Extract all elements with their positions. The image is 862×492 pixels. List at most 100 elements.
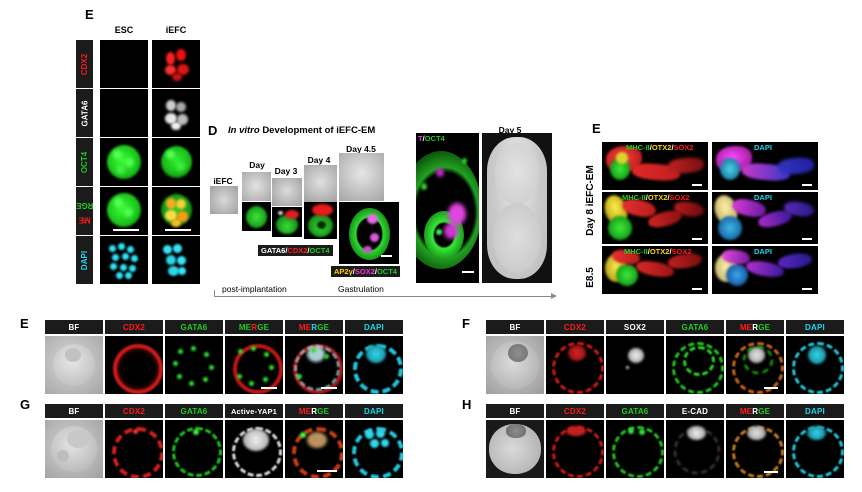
blastocyst-e-cad-H bbox=[666, 420, 724, 478]
column-header-esc: ESC bbox=[114, 25, 134, 35]
scale-bar bbox=[165, 229, 191, 231]
blastocyst-merge1-E bbox=[225, 336, 283, 394]
row-label-cdx2: CDX2 bbox=[76, 40, 93, 88]
if-day4 bbox=[304, 202, 337, 239]
header-merge1-E: MERGE bbox=[225, 320, 283, 334]
blastocyst-active-yap1-G bbox=[225, 420, 283, 478]
blastocyst-gata6-E bbox=[165, 336, 223, 394]
stage-label-day3: Day 3 bbox=[274, 166, 298, 176]
blastocyst-dapi-E bbox=[345, 336, 403, 394]
row-label-dapi: DAPI bbox=[76, 236, 93, 284]
embryo-dapi-row1: DAPI bbox=[712, 142, 818, 190]
micrograph-esc-dapi bbox=[100, 236, 148, 284]
embryo-marker-row1: MHC-II/OTX2/SOX2 bbox=[602, 142, 708, 190]
embryo-marker-row3: MHC-II/OTX2/SOX2 bbox=[602, 246, 708, 294]
header-bf-F: BF bbox=[486, 320, 544, 334]
axis-label-gastrulation: Gastrulation bbox=[338, 284, 384, 294]
blastocyst-dapi-H bbox=[786, 420, 844, 478]
bf-day5 bbox=[482, 133, 552, 283]
panel-letter-D: D bbox=[208, 123, 218, 138]
blastocyst-bf-E bbox=[45, 336, 103, 394]
micrograph-esc-gata6 bbox=[100, 89, 148, 137]
header-bf-G: BF bbox=[45, 404, 103, 418]
scale-bar bbox=[113, 229, 139, 231]
blastocyst-dapi-F bbox=[786, 336, 844, 394]
stage-label-day4-5: Day 4.5 bbox=[346, 144, 376, 154]
blastocyst-merge2-E bbox=[285, 336, 343, 394]
blastocyst-merge-F bbox=[726, 336, 784, 394]
timeline-arrowhead bbox=[551, 293, 557, 299]
marker-label-row3: MHC-II/OTX2/SOX2 bbox=[624, 247, 692, 256]
header-gata6-F: GATA6 bbox=[666, 320, 724, 334]
row-label-oct4: OCT4 bbox=[76, 138, 93, 186]
micrograph-iefc-oct4 bbox=[152, 138, 200, 186]
legend-gata6-cdx2-oct4: GATA6/CDX2/OCT4 bbox=[258, 245, 333, 256]
panel-letter-F: F bbox=[462, 316, 470, 331]
timeline-axis bbox=[214, 296, 552, 297]
header-dapi-H: DAPI bbox=[786, 404, 844, 418]
header-cdx2-E: CDX2 bbox=[105, 320, 163, 334]
row-label-e8-5: E8.5 bbox=[584, 266, 596, 288]
blastocyst-cdx2-H bbox=[546, 420, 604, 478]
blastocyst-bf-G bbox=[45, 420, 103, 478]
header-cdx2-F: CDX2 bbox=[546, 320, 604, 334]
header-merge-F: MERGE bbox=[726, 320, 784, 334]
micrograph-iefc-cdx2 bbox=[152, 40, 200, 88]
if-day1-5 bbox=[242, 202, 271, 231]
panel-letter-E-right: E bbox=[592, 121, 601, 136]
header-active-yap1-G: Active-YAP1 bbox=[225, 404, 283, 418]
micrograph-esc-cdx2 bbox=[100, 40, 148, 88]
embryo-dapi-row3: DAPI bbox=[712, 246, 818, 294]
panel-D-title-rest: Development of iEFC-EM bbox=[262, 125, 376, 136]
blastocyst-cdx2-F bbox=[546, 336, 604, 394]
dapi-label-row3: DAPI bbox=[754, 247, 772, 256]
row-label-day8-iefc-em: Day 8 iEFC-EM bbox=[584, 164, 596, 236]
micrograph-esc-merge bbox=[100, 187, 148, 235]
axis-label-post-implantation: post-implantation bbox=[222, 284, 287, 294]
micrograph-iefc-gata6 bbox=[152, 89, 200, 137]
panel-letter-E-top: E bbox=[85, 7, 94, 22]
embryo-dapi-row2: DAPI bbox=[712, 192, 818, 244]
dapi-label-row2: DAPI bbox=[754, 193, 772, 202]
panel-D-title: In vitro Development of iEFC-EM bbox=[228, 125, 375, 136]
bf-day4 bbox=[304, 165, 337, 202]
micrograph-iefc-dapi bbox=[152, 236, 200, 284]
header-cdx2-H: CDX2 bbox=[546, 404, 604, 418]
header-dapi-F: DAPI bbox=[786, 320, 844, 334]
blastocyst-merge-G bbox=[285, 420, 343, 478]
header-sox2-F: SOX2 bbox=[606, 320, 664, 334]
header-merge2-E: MERGE bbox=[285, 320, 343, 334]
confocal-t-oct4: T/OCT4 bbox=[416, 133, 479, 283]
dapi-label-row1: DAPI bbox=[754, 143, 772, 152]
header-merge-H: MERGE bbox=[726, 404, 784, 418]
blastocyst-merge-H bbox=[726, 420, 784, 478]
marker-label-row2: MHC-II/OTX2/SOX2 bbox=[622, 193, 690, 202]
if-day3 bbox=[272, 207, 302, 237]
timeline-tick-left bbox=[214, 290, 215, 297]
panel-letter-H: H bbox=[462, 397, 472, 412]
bf-day4-5 bbox=[339, 153, 384, 201]
blastocyst-gata6-G bbox=[165, 420, 223, 478]
header-gata6-E: GATA6 bbox=[165, 320, 223, 334]
bf-iefc bbox=[210, 186, 238, 214]
header-dapi-G: DAPI bbox=[345, 404, 403, 418]
blastocyst-cdx2-G bbox=[105, 420, 163, 478]
micrograph-esc-oct4 bbox=[100, 138, 148, 186]
blastocyst-bf-F bbox=[486, 336, 544, 394]
blastocyst-gata6-H bbox=[606, 420, 664, 478]
panel-letter-E-bottom: E bbox=[20, 316, 29, 331]
micrograph-iefc-merge bbox=[152, 187, 200, 235]
header-dapi-E: DAPI bbox=[345, 320, 403, 334]
header-gata6-H: GATA6 bbox=[606, 404, 664, 418]
row-label-merge: MERGE bbox=[76, 187, 93, 235]
stage-label-iefc: iEFC bbox=[213, 176, 233, 186]
panel-letter-G: G bbox=[20, 397, 31, 412]
bf-day1-5 bbox=[242, 172, 271, 201]
stage-label-day5: Day 5 bbox=[498, 125, 522, 135]
blastocyst-sox2-F bbox=[606, 336, 664, 394]
if-day4-5 bbox=[339, 202, 399, 264]
header-gata6-G: GATA6 bbox=[165, 404, 223, 418]
column-header-iefc: iEFC bbox=[165, 25, 187, 35]
header-bf-H: BF bbox=[486, 404, 544, 418]
header-merge-G: MERGE bbox=[285, 404, 343, 418]
